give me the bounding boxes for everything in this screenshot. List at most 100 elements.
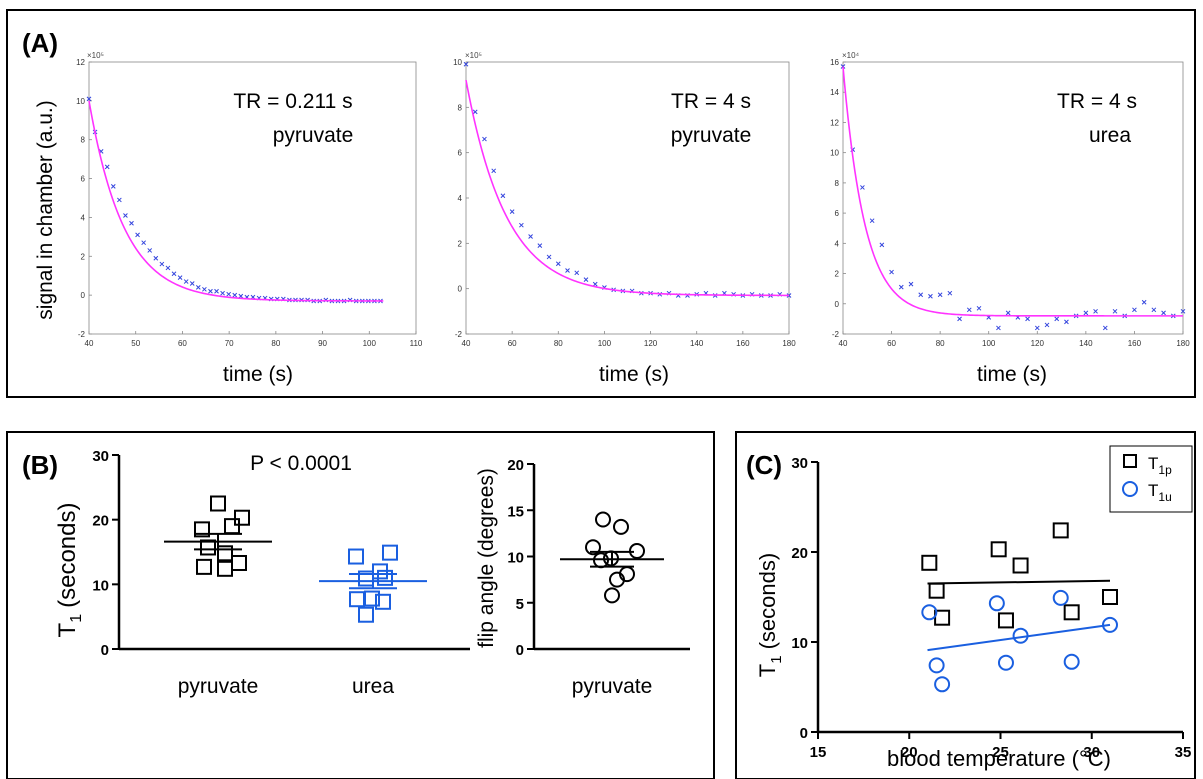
plot-a-data-point <box>208 288 213 294</box>
plot-a-data-point <box>202 286 207 292</box>
panel-label-a: (A) <box>22 28 58 58</box>
plot-a-data-point <box>189 281 195 286</box>
plot-a-data-point <box>1044 322 1050 328</box>
plot-b-flip-point <box>595 511 611 528</box>
plot-c-xtick-label: 15 <box>810 744 827 761</box>
legend-label-t1u: T1u <box>1148 481 1172 504</box>
plot-a-data-point <box>463 61 469 67</box>
plot-a-3-xlabel: time (s) <box>977 363 1047 386</box>
plot-a-data-point <box>509 209 515 214</box>
plot-a-data-point <box>908 281 914 287</box>
plot-a-data-point <box>153 255 159 261</box>
plot-c-T1p-point <box>1052 522 1069 539</box>
plot-a-fit-curve <box>842 66 1183 317</box>
plot-a-2-exponent: ×10⁵ <box>465 51 482 60</box>
plot-c-T1u-point <box>1012 627 1029 644</box>
plot-c-T1p-point <box>997 612 1014 629</box>
plot-a-data-point <box>898 284 904 290</box>
plot-a-data-point <box>860 185 865 190</box>
plot-a-ytick-label: 0 <box>458 285 463 294</box>
plot-b-flip-ytick-label: 5 <box>516 596 524 613</box>
plot-a-data-point <box>565 268 570 273</box>
plot-a-xtick-label: 160 <box>736 339 750 348</box>
plot-a-data-point <box>583 277 589 282</box>
plot-a-2-annotation-line1: TR = 4 s <box>671 90 751 113</box>
plot-c-T1p-point <box>1012 557 1029 574</box>
plot-a-1-annotation-line1: TR = 0.211 s <box>233 90 352 113</box>
plot-c-T1u-fit-line <box>927 623 1111 652</box>
plot-a-data-point <box>183 279 189 284</box>
plot-a-xtick-label: 80 <box>554 339 563 348</box>
plot-a-data-point <box>147 248 153 253</box>
plot-c-xtick-label: 35 <box>1175 744 1192 761</box>
panel-a-frame <box>6 9 1196 398</box>
plot-a-xtick-label: 50 <box>131 339 140 348</box>
plot-a-data-point <box>104 164 110 170</box>
plot-b-cat-urea: urea <box>352 675 394 698</box>
plot-b-flip-ytick-label: 0 <box>516 642 524 659</box>
plot-b-urea-point <box>377 569 393 586</box>
plot-a-data-point <box>1161 310 1166 316</box>
plot-a-xtick-label: 120 <box>1031 339 1045 348</box>
plot-b-pyruvate-point <box>200 539 216 556</box>
plot-a-ytick-label: 4 <box>835 239 840 248</box>
plot-a-xtick-label: 180 <box>1176 339 1190 348</box>
plot-a-xtick-label: 160 <box>1128 339 1142 348</box>
plot-a-ytick-label: 8 <box>458 103 463 112</box>
plot-c-T1u-point <box>1052 589 1069 606</box>
plot-b-ytick-label: 0 <box>101 642 109 659</box>
plot-a-xtick-label: 80 <box>936 339 945 348</box>
plot-a-ytick-label: -2 <box>455 330 463 339</box>
plot-a-ytick-label: 10 <box>76 97 85 106</box>
plot-b-flip-ytick-label: 15 <box>507 503 524 520</box>
plot-a-ytick-label: 4 <box>81 213 86 222</box>
plot-a-xtick-label: 80 <box>271 339 280 348</box>
panel-label-c: (C) <box>746 450 782 480</box>
plot-a-data-point <box>195 285 201 290</box>
plot-b-pvalue: P < 0.0001 <box>250 452 352 475</box>
plot-a-xtick-label: 60 <box>508 339 517 348</box>
plot-a-data-point <box>1093 308 1098 314</box>
panel-c-frame <box>735 431 1196 779</box>
plot-a-ytick-label: 14 <box>830 88 839 97</box>
plot-a-data-point <box>879 242 885 248</box>
plot-a-xtick-label: 180 <box>782 339 796 348</box>
plot-b-ytick-label: 20 <box>92 513 109 530</box>
plot-a-xtick-label: 120 <box>644 339 658 348</box>
plot-a-fit-curve <box>465 79 789 297</box>
plot-a-data-point <box>574 270 580 276</box>
plot-a-data-point <box>537 243 543 248</box>
plot-b-pyruvate-point <box>217 545 233 562</box>
plot-a-data-point <box>918 292 924 298</box>
plot-b-ytick-label: 10 <box>92 577 109 594</box>
plot-a-data-point <box>996 325 1001 331</box>
plot-a-axes-box <box>88 61 417 335</box>
plot-b-pyruvate-point <box>224 518 240 535</box>
plot-a-data-point <box>214 288 219 294</box>
plot-b-urea-point <box>349 591 365 608</box>
plot-c-xtick-label: 25 <box>992 744 1009 761</box>
plot-b-flip-ytick-label: 10 <box>507 550 524 567</box>
plot-a-data-point <box>937 292 943 298</box>
plot-a-data-point <box>226 291 232 297</box>
plot-a-1: 40 50 60 70 80 90 100 110 -2 0 2 4 6 8 10 12 <box>76 58 423 348</box>
plot-c-T1u-point <box>921 604 938 621</box>
plot-b-pyruvate-point <box>210 495 226 512</box>
plot-a-data-point <box>472 109 478 115</box>
plot-a-data-point <box>123 213 128 218</box>
plot-a-ytick-label: 2 <box>458 239 463 248</box>
plot-a-data-point <box>491 168 497 174</box>
plot-a-fit-curve <box>88 100 384 302</box>
plot-a-ytick-label: 6 <box>458 149 463 158</box>
plot-b-flip-point <box>585 539 601 556</box>
plot-a-xtick-label: 60 <box>178 339 187 348</box>
plot-a-data-point <box>957 316 962 322</box>
plot-a-ytick-label: 6 <box>835 209 840 218</box>
plot-c-T1p-fit-line <box>927 579 1111 585</box>
plot-a-xtick-label: 40 <box>839 339 848 348</box>
plot-a-xtick-label: 40 <box>85 339 94 348</box>
plot-a-ytick-label: 2 <box>81 252 86 261</box>
plot-c-T1u-point <box>997 654 1014 671</box>
plot-c-xtick-label: 20 <box>901 744 918 761</box>
plot-a-data-point <box>110 183 116 189</box>
